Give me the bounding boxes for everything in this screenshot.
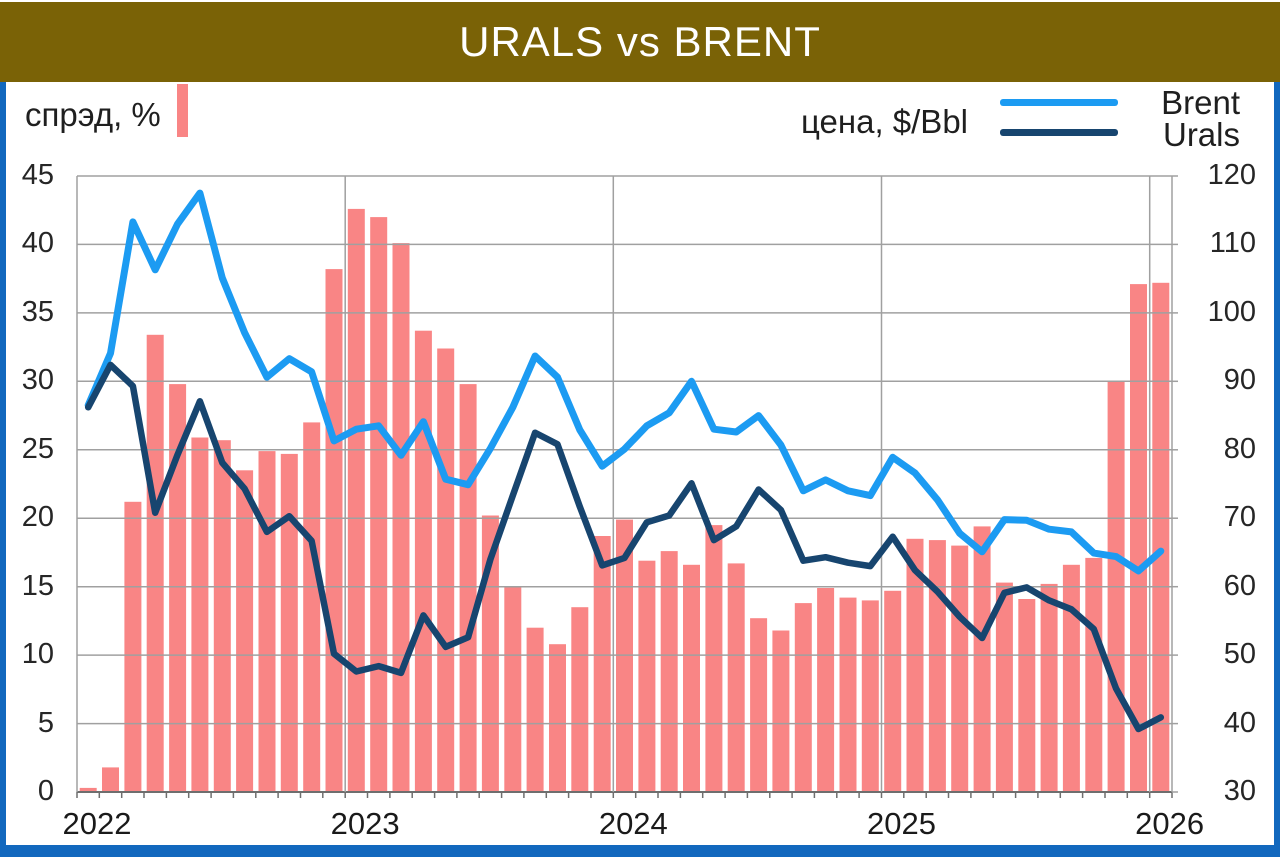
spread-bar-swatch-icon xyxy=(177,84,188,137)
spread-bar xyxy=(526,627,544,792)
right-axis-tick-label: 80 xyxy=(1223,432,1256,465)
frame-bottom-border xyxy=(0,845,1280,857)
spread-bar xyxy=(79,787,97,792)
spread-bar xyxy=(660,551,678,792)
spread-bar xyxy=(1130,284,1147,792)
spread-bar xyxy=(951,545,969,792)
spread-bar xyxy=(906,538,924,792)
spread-bar xyxy=(325,269,343,793)
plot-area xyxy=(76,175,1178,798)
right-axis-tick-label: 100 xyxy=(1207,295,1256,328)
spread-bar xyxy=(839,597,857,792)
spread-bar xyxy=(750,618,768,792)
legend-price-axis-label: цена, $/Bbl xyxy=(800,103,968,140)
urals-line-swatch-icon xyxy=(1000,129,1118,136)
spread-bar xyxy=(995,582,1013,792)
right-axis-tick-label: 60 xyxy=(1223,569,1256,602)
brent-line xyxy=(84,189,1165,575)
spread-bar xyxy=(169,384,187,792)
left-axis-tick-label: 40 xyxy=(21,227,54,260)
spread-bar xyxy=(280,453,298,792)
spread-bar xyxy=(928,540,946,792)
spread-bar xyxy=(459,384,477,792)
left-axis-tick-label: 15 xyxy=(21,569,54,602)
legend-urals-label: Urals xyxy=(1162,116,1240,153)
spread-bar xyxy=(347,208,365,792)
spread-bar xyxy=(102,767,119,792)
spread-bar xyxy=(571,607,589,792)
spread-bar xyxy=(124,501,142,792)
x-axis-year-label: 2024 xyxy=(598,806,668,841)
spread-bar xyxy=(861,600,879,792)
left-axis-tick-label: 5 xyxy=(37,706,54,739)
spread-bar xyxy=(727,563,745,792)
spread-bar xyxy=(258,451,276,792)
right-axis-tick-label: 90 xyxy=(1223,364,1256,397)
spread-bar xyxy=(1040,583,1058,792)
spread-bar xyxy=(884,590,902,792)
title-band: URALS vs BRENT xyxy=(0,0,1280,82)
spread-bar xyxy=(794,603,812,792)
spread-bar xyxy=(817,588,835,792)
spread-bar xyxy=(370,217,388,793)
frame-left-border xyxy=(0,82,6,857)
left-axis-tick-label: 0 xyxy=(37,775,54,807)
spread-bar xyxy=(437,348,455,792)
spread-bar xyxy=(683,564,700,792)
spread-bar xyxy=(772,630,790,792)
left-axis-tick-label: 25 xyxy=(21,432,54,465)
right-axis-tick-label: 40 xyxy=(1223,706,1256,739)
brent-line-swatch-icon xyxy=(1000,99,1118,106)
left-axis-tick-label: 35 xyxy=(21,295,54,328)
combo-chart xyxy=(76,175,1178,798)
frame-right-border xyxy=(1274,82,1280,857)
spread-bar xyxy=(1152,282,1170,792)
x-axis-year-label: 2022 xyxy=(62,806,132,841)
right-axis-tick-label: 50 xyxy=(1223,638,1256,671)
x-axis-year-label: 2025 xyxy=(867,806,936,841)
spread-bar xyxy=(1085,557,1103,792)
spread-bar xyxy=(973,526,991,792)
right-axis-tick-label: 30 xyxy=(1223,775,1256,807)
spread-bar xyxy=(504,586,522,792)
x-axis-year-label: 2023 xyxy=(330,806,400,841)
legend-spread-label: спрэд, % xyxy=(25,96,161,133)
spread-bar xyxy=(549,644,566,792)
left-axis-tick-label: 10 xyxy=(21,638,54,671)
spread-bar xyxy=(1018,599,1036,792)
right-axis-tick-label: 110 xyxy=(1209,227,1256,260)
spread-bar xyxy=(191,437,209,792)
legend-brent-label: Brent xyxy=(1161,84,1240,121)
spread-bar xyxy=(593,536,611,792)
spread-bar xyxy=(213,440,231,792)
page-title: URALS vs BRENT xyxy=(459,18,821,65)
spread-bar xyxy=(638,560,656,792)
right-axis-tick-label: 70 xyxy=(1223,501,1256,534)
urals-line xyxy=(84,361,1165,733)
spread-bar xyxy=(705,525,723,792)
x-axis-year-label: 2026 xyxy=(1135,806,1205,841)
left-axis-tick-label: 20 xyxy=(21,501,54,534)
right-axis-tick-label: 120 xyxy=(1207,159,1256,191)
spread-bar xyxy=(1062,564,1080,792)
spread-bar xyxy=(303,422,321,792)
left-axis-tick-label: 30 xyxy=(21,364,54,397)
spread-bar xyxy=(236,470,254,792)
left-axis-tick-label: 45 xyxy=(21,159,54,191)
spread-bar xyxy=(414,330,432,792)
